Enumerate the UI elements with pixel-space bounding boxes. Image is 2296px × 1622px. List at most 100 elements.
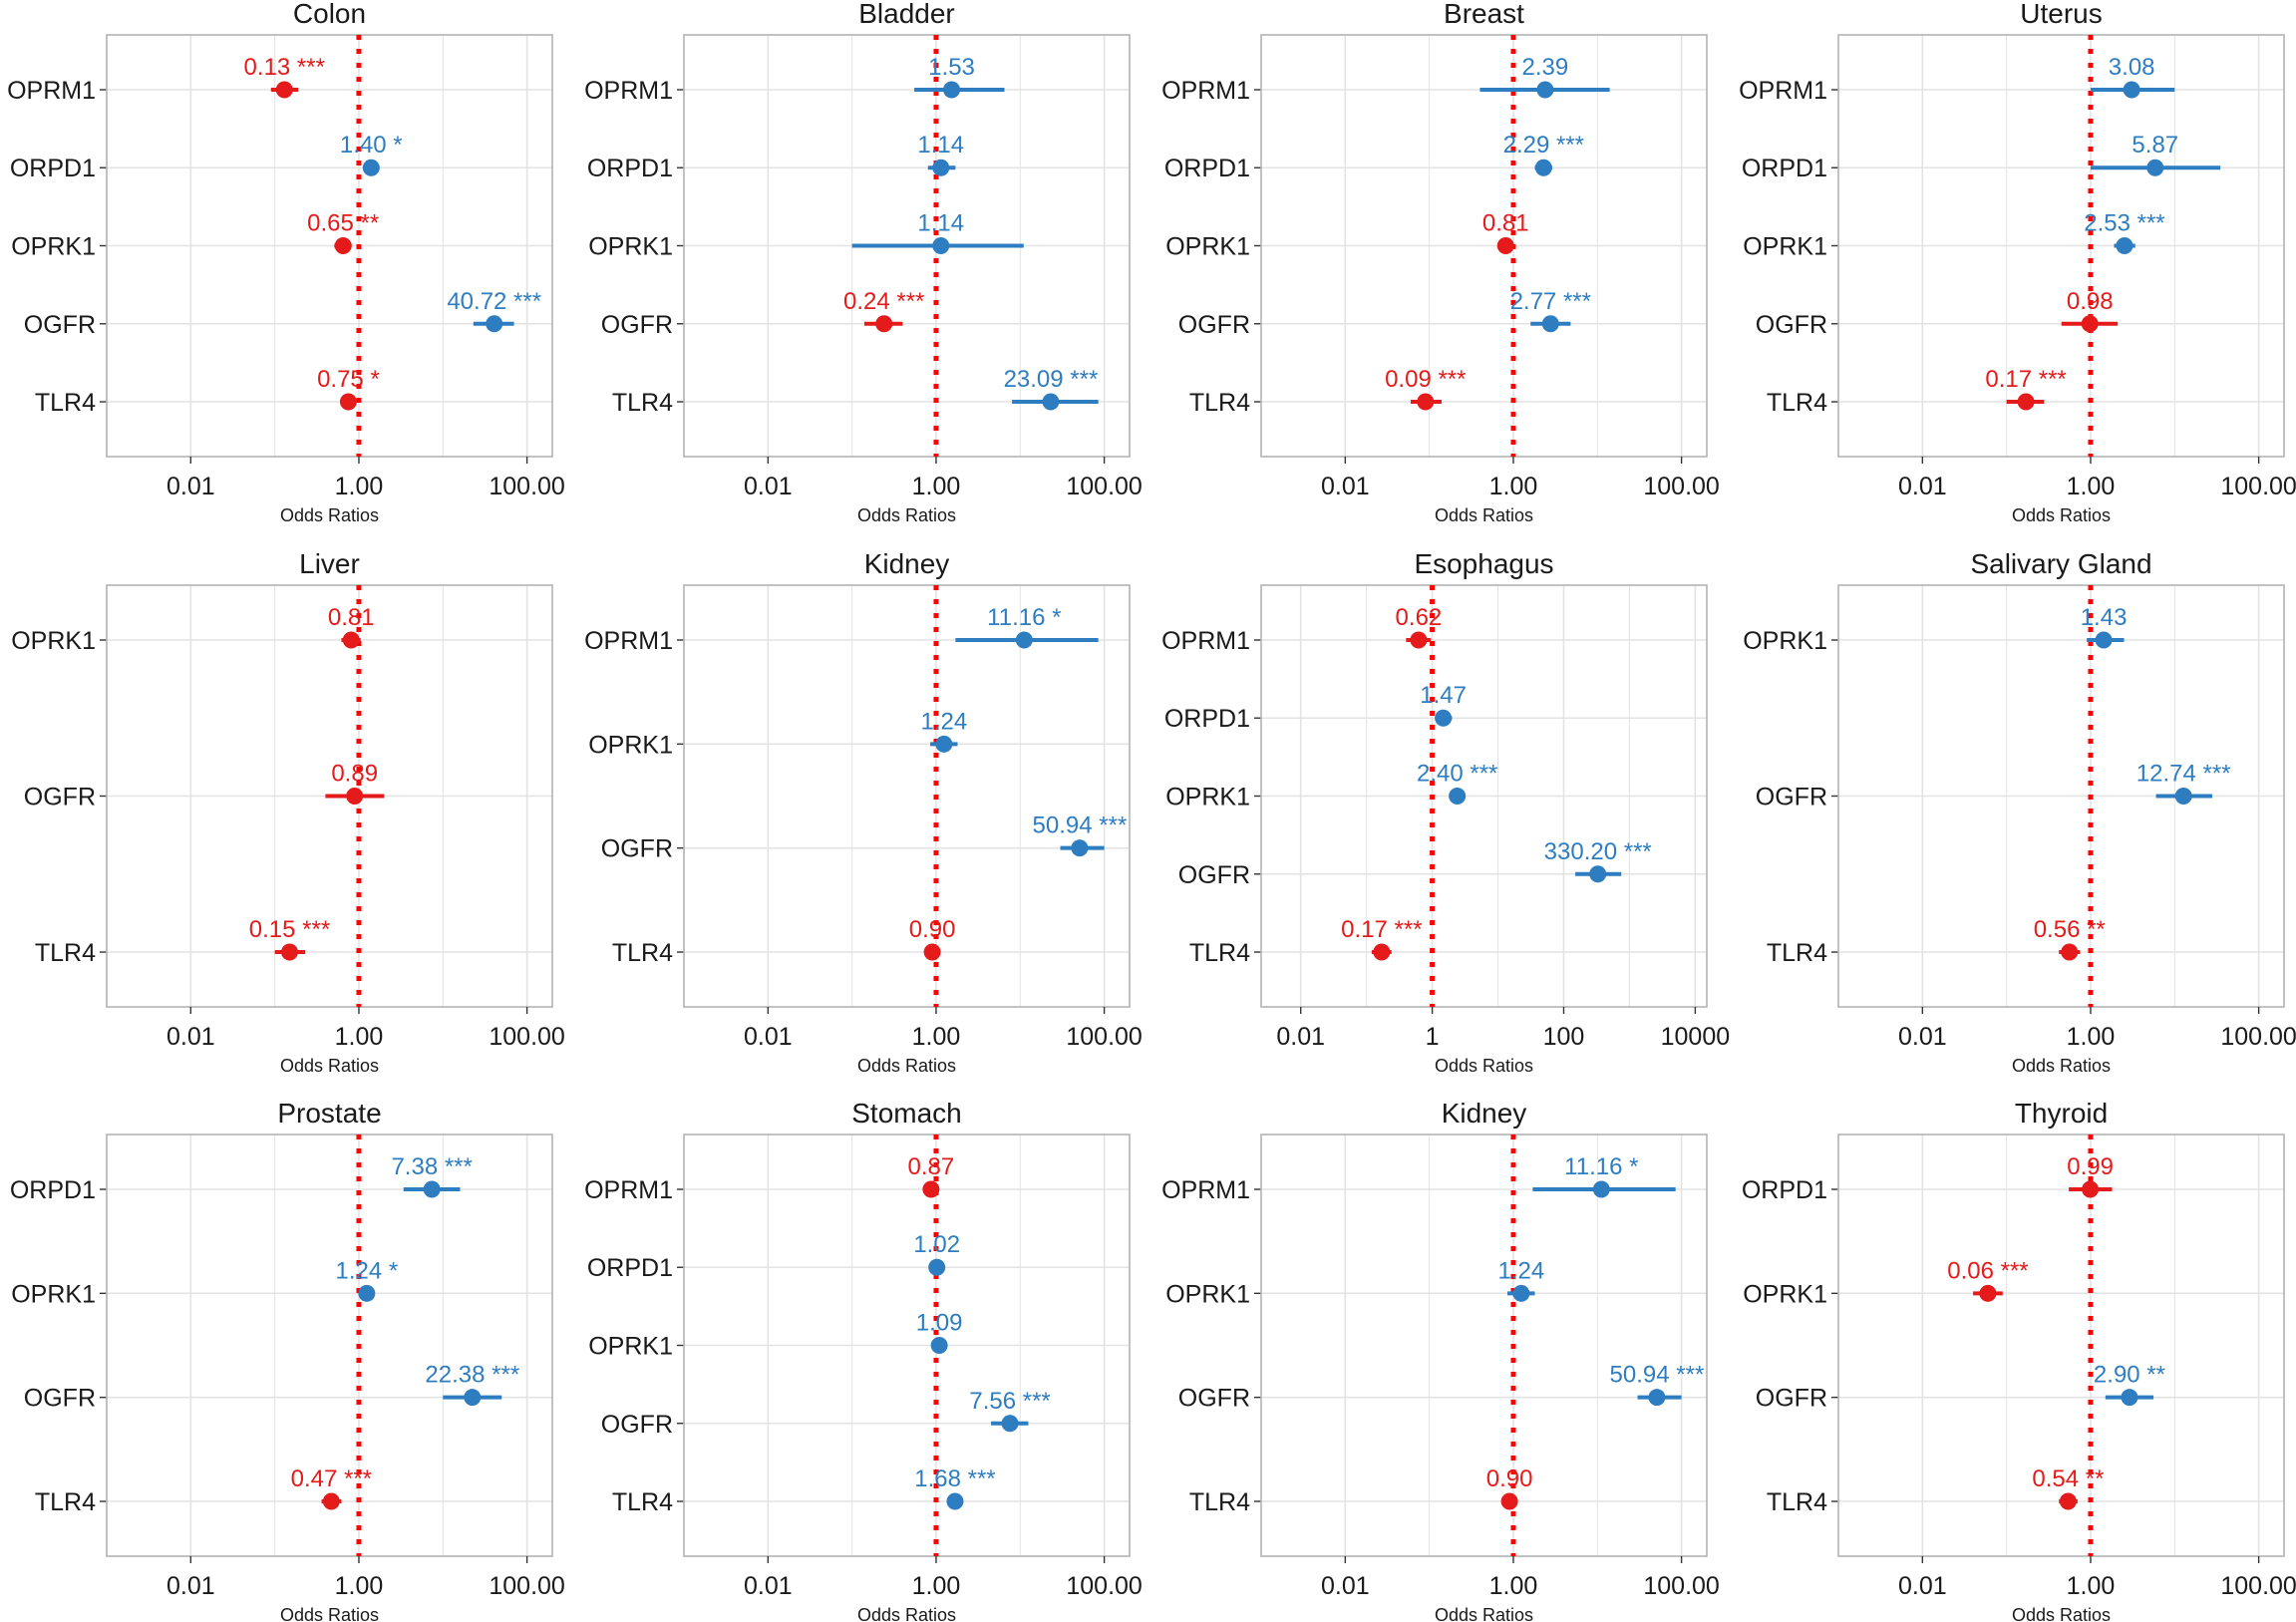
odds-ratio-label: 0.90	[1486, 1465, 1533, 1492]
panel-breast: 0.01 1.00 100.00 2.39 OPRM1 2.29 *** ORPD1 0.81…	[1161, 0, 1720, 525]
odds-ratio-label: 2.53 ***	[2084, 210, 2164, 237]
gene-label: OPRK1	[11, 233, 96, 261]
odds-ratio-point	[2059, 1492, 2077, 1510]
odds-ratio-label: 0.75 *	[317, 366, 380, 393]
x-tick-label: 100.00	[1066, 1023, 1142, 1051]
gene-label: TLR4	[35, 939, 96, 967]
gene-label: OPRK1	[1743, 627, 1827, 655]
gene-label: OPRK1	[11, 1280, 96, 1308]
x-tick-label: 100.00	[1066, 1572, 1142, 1600]
odds-ratio-point	[2174, 788, 2192, 805]
odds-ratio-label: 1.68 ***	[914, 1465, 995, 1492]
x-tick-label: 1.00	[2067, 1572, 2116, 1600]
x-tick-label: 0.01	[1321, 473, 1370, 500]
panel-uterus: 0.01 1.00 100.00 3.08 OPRM1 5.87 ORPD1 2.53 ***…	[1739, 0, 2296, 525]
odds-ratio-label: 0.54 **	[2032, 1465, 2104, 1492]
x-axis-label: Odds Ratios	[2012, 505, 2111, 525]
odds-ratio-label: 0.87	[908, 1153, 955, 1180]
gene-label: OPRM1	[7, 77, 96, 105]
panel-salivary-gland: 0.01 1.00 100.00 1.43 OPRK1 12.74 *** OGFR 0.56…	[1743, 548, 2296, 1076]
odds-ratio-point	[1500, 1492, 1518, 1510]
gene-label: TLR4	[612, 939, 673, 967]
gene-label: TLR4	[612, 1488, 673, 1516]
x-axis-label: Odds Ratios	[1435, 1605, 1533, 1622]
x-axis-label: Odds Ratios	[1435, 1056, 1533, 1076]
gene-label: OGFR	[24, 1385, 96, 1413]
odds-ratio-label: 0.47 ***	[291, 1465, 372, 1492]
panel-frame	[106, 584, 553, 1008]
odds-ratio-point	[935, 735, 953, 753]
gene-label: TLR4	[1767, 1488, 1827, 1516]
odds-ratio-point	[923, 943, 941, 961]
odds-ratio-point	[2017, 393, 2035, 411]
x-tick-label: 0.01	[1898, 473, 1947, 500]
x-axis-label: Odds Ratios	[2012, 1605, 2111, 1622]
panel-title: Esophagus	[1414, 548, 1553, 579]
x-axis-label: Odds Ratios	[280, 1605, 379, 1622]
panel-colon: 0.01 1.00 100.00 0.13 *** OPRM1 1.40 * ORPD1 0.…	[7, 0, 565, 525]
gene-label: OPRK1	[11, 627, 96, 655]
x-tick-label: 1.00	[335, 1023, 384, 1051]
odds-ratio-label: 0.90	[909, 916, 956, 943]
x-tick-label: 100.00	[489, 473, 564, 500]
odds-ratio-point	[2061, 943, 2079, 961]
odds-ratio-label: 2.90 **	[2094, 1362, 2165, 1389]
panel-esophagus: 0.01 1 100 10000 0.62 OPRM1 1.47 ORPD1 2.40 *** O…	[1161, 548, 1730, 1076]
gene-label: ORPD1	[10, 155, 96, 182]
odds-ratio-point	[339, 393, 357, 411]
x-tick-label: 100.00	[1643, 1572, 1719, 1600]
panel-frame	[683, 584, 1131, 1008]
odds-ratio-point	[1417, 393, 1435, 411]
x-tick-label: 0.01	[1276, 1023, 1325, 1051]
odds-ratio-label: 1.14	[917, 210, 964, 237]
odds-ratio-point	[1512, 1284, 1530, 1302]
gene-label: OPRM1	[1739, 77, 1827, 105]
odds-ratio-point	[2121, 1389, 2138, 1407]
gene-label: OPRM1	[584, 1176, 673, 1204]
gene-label: OPRM1	[1161, 77, 1250, 105]
gene-label: OPRM1	[1161, 1176, 1250, 1204]
panel-title: Breast	[1444, 0, 1524, 29]
x-tick-label: 1.00	[2067, 473, 2116, 500]
panel-frame	[1837, 1134, 2285, 1557]
panel-frame	[683, 34, 1131, 458]
odds-ratio-point	[1449, 788, 1467, 805]
odds-ratio-point	[2146, 159, 2164, 176]
odds-ratio-label: 1.43	[2081, 604, 2128, 631]
gene-label: OPRK1	[588, 1333, 673, 1361]
odds-ratio-label: 2.40 ***	[1417, 761, 1497, 788]
panel-title: Kidney	[1442, 1098, 1527, 1129]
x-tick-label: 100.00	[1643, 473, 1719, 500]
x-axis-label: Odds Ratios	[857, 505, 956, 525]
gene-label: ORPD1	[587, 155, 673, 182]
x-tick-label: 0.01	[744, 1023, 793, 1051]
odds-ratio-point	[1592, 1180, 1610, 1198]
gene-label: ORPD1	[1164, 705, 1250, 733]
panel-frame	[1837, 34, 2285, 458]
x-tick-label: 0.01	[1321, 1572, 1370, 1600]
gene-label: OPRK1	[588, 731, 673, 759]
gene-label: TLR4	[1189, 389, 1250, 417]
odds-ratio-label: 0.13 ***	[244, 54, 325, 81]
gene-label: TLR4	[1767, 389, 1827, 417]
odds-ratio-point	[342, 631, 360, 649]
odds-ratio-label: 0.15 ***	[249, 916, 330, 943]
x-tick-label: 10000	[1661, 1023, 1731, 1051]
odds-ratio-point	[362, 159, 380, 176]
odds-ratio-label: 22.38 ***	[425, 1362, 519, 1389]
gene-label: OGFR	[1178, 311, 1250, 339]
x-tick-label: 1.00	[912, 1572, 961, 1600]
x-tick-label: 1.00	[912, 1023, 961, 1051]
odds-ratio-point	[943, 81, 961, 99]
odds-ratio-point	[2095, 631, 2113, 649]
odds-ratio-label: 11.16 *	[1564, 1153, 1638, 1180]
x-tick-label: 0.01	[744, 1572, 793, 1600]
gene-label: OPRK1	[1165, 784, 1250, 811]
panel-prostate: 0.01 1.00 100.00 7.38 *** ORPD1 1.24 * OPRK1 22…	[10, 1098, 565, 1622]
gene-label: OGFR	[24, 311, 96, 339]
odds-ratio-point	[1001, 1415, 1019, 1433]
odds-ratio-point	[922, 1180, 940, 1198]
gene-label: OPRM1	[584, 77, 673, 105]
x-tick-label: 1.00	[1489, 1572, 1538, 1600]
odds-ratio-label: 0.17 ***	[1341, 916, 1422, 943]
